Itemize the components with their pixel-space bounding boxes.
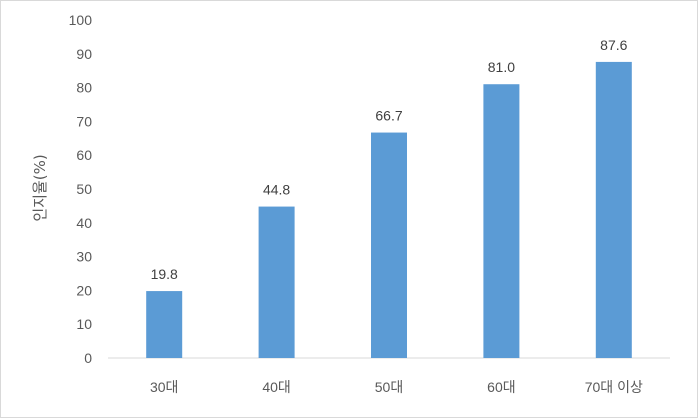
bar (371, 132, 407, 358)
bar (595, 61, 632, 359)
data-label: 66.7 (375, 108, 402, 124)
y-tick-label: 20 (76, 282, 92, 298)
x-tick-label: 30대 (150, 379, 178, 395)
y-tick-label: 50 (76, 181, 92, 197)
y-tick-label: 30 (76, 249, 92, 265)
y-tick-label: 90 (76, 46, 92, 62)
data-label: 81.0 (488, 59, 515, 75)
data-label: 19.8 (151, 266, 178, 282)
y-axis-label: 인지율(%) (31, 154, 49, 221)
y-axis-ticks: 0 10 20 30 40 50 60 70 80 90 100 (69, 12, 93, 366)
y-tick-label: 60 (76, 147, 92, 163)
bar (146, 291, 183, 358)
bars (146, 61, 632, 359)
data-label: 44.8 (263, 182, 290, 198)
data-labels: 19.8 44.8 66.7 81.0 87.6 (151, 37, 628, 282)
data-label: 87.6 (600, 37, 627, 53)
bar (483, 84, 520, 358)
y-tick-label: 10 (76, 316, 92, 332)
x-tick-label: 70대 이상 (585, 379, 643, 395)
x-axis-ticks: 30대 40대 50대 60대 70대 이상 (150, 379, 643, 395)
x-tick-label: 60대 (487, 379, 515, 395)
x-tick-label: 50대 (375, 379, 403, 395)
x-tick-label: 40대 (262, 379, 290, 395)
y-tick-label: 40 (76, 215, 92, 231)
y-tick-label: 70 (76, 113, 92, 129)
bar (258, 206, 295, 358)
y-tick-label: 80 (76, 80, 92, 96)
y-tick-label: 0 (84, 350, 92, 366)
y-tick-label: 100 (69, 12, 93, 28)
